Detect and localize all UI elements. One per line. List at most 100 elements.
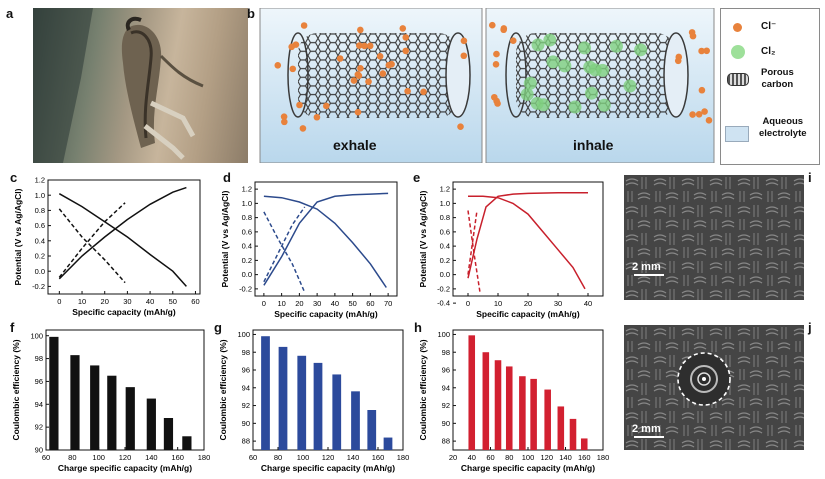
legend-aqueous-text: Aqueous	[762, 116, 804, 127]
y-axis-label: Coulombic efficiency (%)	[418, 339, 428, 440]
x-tick-label: 40	[584, 299, 592, 308]
porous-carbon-icon	[727, 73, 749, 86]
x-tick-label: 30	[554, 299, 562, 308]
chloride-ion	[402, 34, 410, 41]
bar	[482, 352, 490, 450]
bar	[297, 355, 307, 450]
chlorine-molecule-icon	[731, 45, 745, 59]
chloride-ion	[292, 41, 300, 48]
x-tick-label: 180	[397, 453, 410, 462]
chloride-ion	[281, 118, 288, 126]
y-tick-label: 98	[442, 348, 450, 357]
panel-b-letter: b	[247, 6, 255, 21]
chloride-ion	[379, 70, 387, 77]
panel-a-lizard-photo	[33, 8, 248, 163]
series-line-charge-2	[58, 202, 126, 278]
x-tick-label: 120	[119, 453, 132, 462]
series-line-discharge	[263, 195, 387, 288]
y-tick-label: 0.8	[242, 213, 252, 222]
y-axis-label: Potential (V vs Ag/AgCl)	[418, 190, 428, 287]
y-tick-label: 0.4	[35, 236, 45, 245]
y-tick-label: 90	[242, 419, 250, 428]
chloride-ion	[365, 78, 372, 85]
y-axis-label: Potential (V vs Ag/AgCl)	[13, 188, 23, 285]
chloride-ion	[299, 125, 307, 132]
x-tick-label: 100	[92, 453, 105, 462]
bar	[182, 436, 192, 450]
chloride-ion	[500, 26, 507, 34]
chloride-ion	[488, 21, 496, 29]
chart-c-charge-discharge: -0.2 0.0 0.2 0.4 0.6 0.8 1.0 1.2 0 10 20 30 40 50 60 Sp…	[13, 176, 201, 317]
y-tick-label: 98	[242, 348, 250, 357]
y-tick-label: 0.6	[242, 227, 252, 236]
x-tick-label: 180	[597, 453, 610, 462]
scale-label-j: 2 mm	[632, 423, 661, 435]
panel-i-micrograph: 2 mm	[624, 175, 804, 300]
x-tick-label: 0	[466, 299, 470, 308]
y-tick-label: 0.0	[35, 267, 45, 276]
x-tick-label: 160	[372, 453, 385, 462]
y-tick-label: -0.2	[32, 282, 45, 291]
bar	[49, 336, 59, 450]
x-tick-label: 100	[297, 453, 310, 462]
bar	[332, 374, 342, 450]
chloride-ion	[313, 113, 321, 121]
series-line-discharge-2	[467, 210, 481, 293]
plot-frame	[254, 181, 398, 297]
chlorine-molecule	[609, 39, 623, 53]
chloride-ion	[300, 22, 308, 29]
y-tick-label: 1.0	[242, 199, 252, 208]
panel-f-letter: f	[10, 320, 15, 335]
chloride-ion	[280, 113, 288, 120]
chlorine-molecule	[520, 87, 534, 101]
bar	[261, 336, 270, 450]
y-tick-label: -0.2	[239, 284, 252, 293]
chloride-ion	[493, 50, 500, 58]
y-tick-label: 96	[35, 377, 43, 386]
chlorine-molecule	[634, 43, 648, 57]
chloride-ion	[296, 101, 303, 109]
y-tick-label: 100	[237, 330, 250, 339]
x-tick-label: 140	[559, 453, 572, 462]
chloride-ion	[402, 47, 410, 55]
bar	[505, 366, 513, 450]
x-tick-label: 0	[262, 299, 266, 308]
chloride-ion	[460, 52, 468, 60]
x-tick-label: 40	[331, 299, 339, 308]
x-tick-label: 60	[486, 453, 494, 462]
chloride-ion	[674, 57, 682, 65]
x-axis-label: Charge specific capacity (mAh/g)	[261, 463, 395, 473]
chloride-ion	[366, 42, 374, 50]
y-tick-label: 1.0	[440, 199, 450, 208]
x-tick-label: 10	[78, 297, 86, 306]
y-tick-label: 100	[30, 331, 43, 340]
exhale-nanotube	[287, 32, 471, 118]
x-tick-label: 10	[494, 299, 502, 308]
y-tick-label: 0.8	[35, 206, 45, 215]
chart-h-coulombic-efficiency: 88 90 92 94 96 98 100 20 40 60 80 100 120 140 160 180Ch…	[418, 329, 610, 473]
panel-h-letter: h	[414, 320, 422, 335]
plot-frame	[452, 181, 604, 297]
chlorine-molecule	[546, 55, 560, 69]
y-tick-label: -0.4	[437, 299, 450, 308]
x-tick-label: 50	[169, 297, 177, 306]
series-line-discharge	[58, 193, 187, 287]
x-tick-label: 80	[505, 453, 513, 462]
x-tick-label: 60	[42, 453, 50, 462]
chloride-ion-icon	[733, 23, 742, 32]
y-tick-label: 98	[35, 354, 43, 363]
panel-d-letter: d	[223, 170, 231, 185]
chloride-ion	[357, 65, 364, 72]
chlorine-molecules-inhale	[520, 33, 648, 114]
bar	[367, 410, 377, 450]
series-line-charge	[467, 191, 588, 279]
y-tick-label: 0.0	[242, 270, 252, 279]
chlorine-molecule	[584, 86, 598, 100]
y-tick-label: -0.2	[437, 284, 450, 293]
bar	[146, 398, 156, 450]
series-line-charge	[58, 186, 187, 280]
plot-frame	[252, 329, 404, 451]
y-tick-label: 96	[442, 366, 450, 375]
bar	[163, 418, 174, 450]
plot-frame	[45, 329, 205, 451]
